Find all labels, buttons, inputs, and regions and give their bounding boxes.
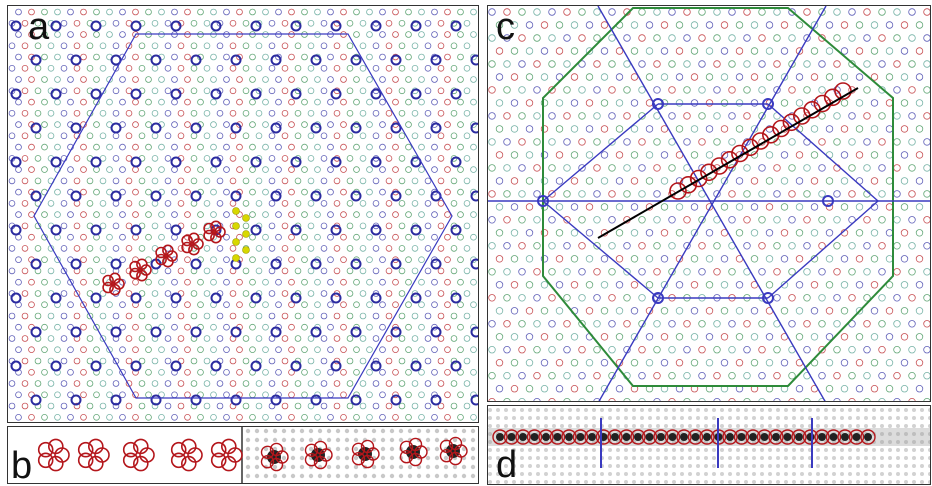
dark-site: [519, 433, 527, 441]
dark-site: [680, 433, 688, 441]
dark-site: [565, 433, 573, 441]
red-ring: [182, 236, 192, 246]
panel-a: a: [7, 5, 479, 423]
yellow-site: [243, 215, 250, 222]
dark-site: [611, 433, 619, 441]
dark-site: [634, 433, 642, 441]
panel-c-diagram: [488, 6, 931, 402]
panel-a-label: a: [28, 8, 49, 46]
yellow-site: [243, 247, 250, 254]
yellow-site: [233, 239, 240, 246]
dark-site: [623, 433, 631, 441]
dark-site: [646, 433, 654, 441]
panel-d: d: [487, 405, 931, 485]
red-ring: [156, 248, 166, 258]
dark-site: [577, 433, 585, 441]
dark-site: [726, 433, 734, 441]
blue-line: [768, 201, 878, 298]
yellow-site: [233, 255, 240, 262]
panel-b-diagram: [8, 427, 479, 484]
dark-site: [588, 433, 596, 441]
dark-site: [531, 433, 539, 441]
panel-b-label: b: [11, 447, 32, 484]
direction-line: [598, 88, 858, 238]
dark-site: [772, 433, 780, 441]
dark-site: [554, 433, 562, 441]
dark-site: [795, 433, 803, 441]
red-ring: [212, 443, 226, 457]
lattice-pattern: [9, 9, 476, 420]
dark-site: [807, 433, 815, 441]
panel-d-diagram: [488, 406, 931, 485]
dark-site: [542, 433, 550, 441]
dark-site: [496, 433, 504, 441]
dark-site: [864, 433, 872, 441]
dark-site: [784, 433, 792, 441]
dark-site: [841, 433, 849, 441]
yellow-site: [233, 208, 240, 215]
red-ring: [39, 443, 53, 457]
panel-d-label: d: [496, 446, 517, 484]
red-ring: [124, 443, 138, 457]
panel-c: c: [487, 5, 931, 402]
red-ring: [130, 262, 140, 272]
dark-site: [657, 433, 665, 441]
dark-site: [738, 433, 746, 441]
red-ring: [172, 443, 186, 457]
dark-site: [692, 433, 700, 441]
lattice-pattern: [489, 9, 931, 402]
dark-site: [669, 433, 677, 441]
dark-site: [830, 433, 838, 441]
yellow-site: [243, 231, 250, 238]
red-ring: [79, 443, 93, 457]
blue-line: [543, 104, 658, 201]
dark-site: [761, 433, 769, 441]
panel-b: b: [7, 426, 479, 484]
panel-a-diagram: [8, 6, 479, 423]
yellow-site: [233, 223, 240, 230]
dark-site: [818, 433, 826, 441]
dark-site: [508, 433, 516, 441]
panel-c-label: c: [496, 8, 515, 46]
blue-line: [543, 201, 658, 298]
dark-site: [703, 433, 711, 441]
dark-site: [749, 433, 757, 441]
dark-site: [853, 433, 861, 441]
